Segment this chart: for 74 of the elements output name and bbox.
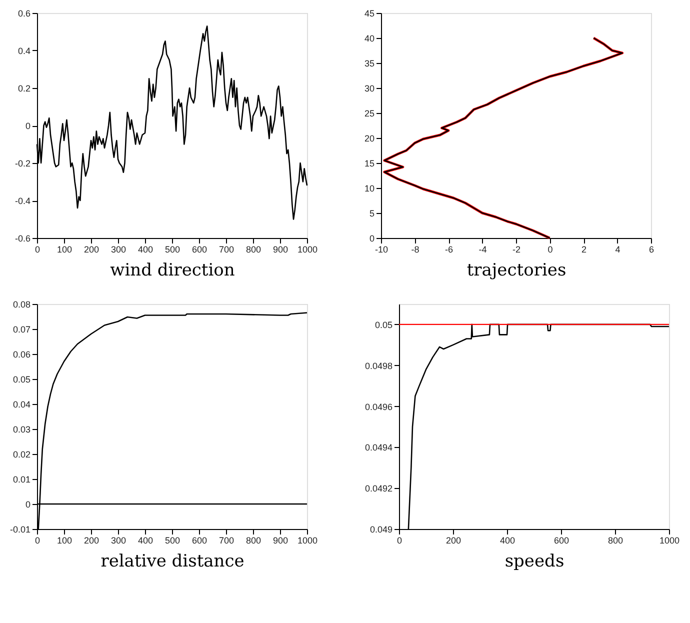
y-tick-label: 25 — [364, 108, 374, 118]
x-tick-label: 300 — [110, 536, 126, 546]
x-tick-label: 0 — [396, 536, 402, 546]
x-tick-label: 600 — [192, 536, 208, 546]
y-tick-label: 0.0498 — [364, 360, 392, 371]
y-tick-label: 0.02 — [12, 450, 30, 460]
x-tick-label: 0 — [34, 536, 40, 546]
x-tick-label: 400 — [138, 536, 154, 546]
x-tick-label: 600 — [554, 536, 570, 546]
y-tick-label: 0.01 — [12, 474, 30, 484]
y-tick-label: 0 — [25, 121, 30, 131]
y-tick-label: 0.6 — [18, 8, 30, 18]
x-tick-label: 300 — [110, 244, 126, 254]
x-tick-label: 100 — [56, 244, 72, 254]
y-tick-label: 35 — [364, 58, 374, 68]
y-tick-label: 0.0494 — [364, 442, 392, 453]
x-tick-label: 800 — [608, 536, 624, 546]
y-tick-label: 0.049 — [370, 524, 392, 534]
x-axis-title: speeds — [504, 552, 564, 572]
y-tick-label: 0.2 — [18, 84, 30, 94]
x-tick-label: 1000 — [659, 536, 680, 546]
x-tick-label: 200 — [446, 536, 462, 546]
x-tick-label: 100 — [56, 536, 72, 546]
y-tick-label: -0.01 — [10, 524, 30, 534]
x-tick-label: 400 — [500, 536, 516, 546]
y-tick-label: 0 — [25, 500, 30, 510]
y-tick-label: 0.07 — [12, 324, 30, 334]
x-tick-label: 0 — [34, 244, 40, 254]
x-tick-label: 1000 — [297, 244, 318, 254]
x-tick-label: 0 — [548, 244, 553, 254]
y-tick-label: 0 — [369, 234, 374, 244]
x-tick-label: 500 — [164, 244, 180, 254]
x-tick-label: 6 — [648, 244, 654, 254]
y-tick-label: -0.6 — [14, 234, 30, 244]
y-tick-label: -0.2 — [14, 158, 30, 168]
y-tick-label: 15 — [364, 158, 374, 168]
y-tick-label: 0.0496 — [364, 402, 392, 412]
x-tick-label: 700 — [218, 244, 234, 254]
y-tick-label: 0.03 — [12, 424, 30, 434]
x-tick-label: 200 — [84, 536, 100, 546]
x-tick-label: 600 — [192, 244, 208, 254]
x-tick-label: -2 — [512, 244, 521, 254]
y-tick-label: -0.4 — [14, 196, 30, 206]
x-tick-label: 800 — [246, 244, 262, 254]
x-axis-title: relative distance — [100, 552, 244, 572]
y-tick-label: 0.05 — [374, 320, 392, 330]
x-tick-label: 900 — [272, 244, 288, 254]
y-tick-label: 40 — [364, 34, 374, 44]
y-tick-label: 0.4 — [18, 46, 30, 56]
y-tick-label: 30 — [364, 84, 374, 94]
x-tick-label: 2 — [581, 244, 587, 254]
y-tick-label: 0.04 — [12, 400, 30, 410]
x-axis-title: wind direction — [110, 260, 235, 280]
x-tick-label: -8 — [411, 244, 420, 254]
x-tick-label: 400 — [138, 244, 154, 254]
y-tick-label: 0.0492 — [364, 484, 392, 494]
x-tick-label: 4 — [615, 244, 620, 254]
x-tick-label: 200 — [84, 244, 100, 254]
y-tick-label: 10 — [364, 184, 374, 194]
x-tick-label: 800 — [246, 536, 262, 546]
y-tick-label: 0.06 — [12, 350, 30, 360]
x-tick-label: 1000 — [297, 536, 318, 546]
y-tick-label: 5 — [369, 208, 374, 218]
y-tick-label: 20 — [364, 134, 374, 144]
x-tick-label: -10 — [374, 244, 388, 254]
x-tick-label: 500 — [164, 536, 180, 546]
x-tick-label: -6 — [444, 244, 454, 254]
x-axis-title: trajectories — [466, 260, 566, 280]
y-tick-label: 45 — [364, 8, 374, 18]
y-tick-label: 0.08 — [12, 300, 30, 310]
y-tick-label: 0.05 — [12, 374, 30, 384]
x-tick-label: 900 — [272, 536, 288, 546]
x-tick-label: -4 — [478, 244, 487, 254]
x-tick-label: 700 — [218, 536, 234, 546]
